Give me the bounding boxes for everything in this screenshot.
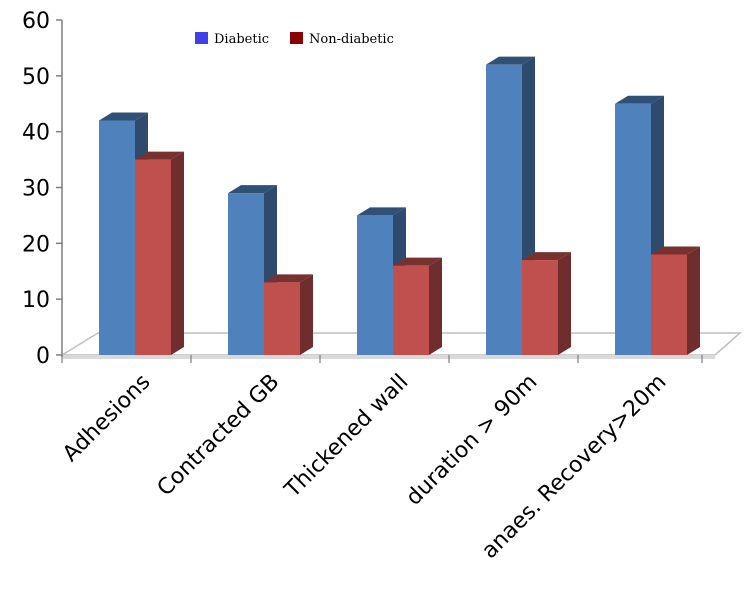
x-category-label: Contracted GB — [153, 370, 285, 502]
legend-label: Non-diabetic — [309, 32, 394, 47]
bar-non-diabetic-4 — [522, 252, 571, 355]
bar-non-diabetic-5 — [651, 246, 700, 355]
legend-item: Non-diabetic — [290, 32, 394, 47]
x-category-label: Thickened wall — [280, 370, 414, 504]
y-tick-label: 50 — [22, 65, 50, 90]
x-category-label: Adhesions — [58, 370, 155, 467]
legend-swatch — [195, 32, 208, 44]
y-tick-label: 40 — [22, 121, 50, 146]
bar-non-diabetic-1 — [135, 151, 184, 355]
legend-item: Diabetic — [195, 32, 269, 47]
bar-non-diabetic-2 — [264, 274, 313, 355]
y-tick-label: 0 — [36, 344, 50, 369]
chart-floor-edge — [62, 355, 715, 359]
bars-layer — [99, 56, 700, 356]
legend-swatch — [290, 32, 303, 44]
x-category-label: duration > 90m — [401, 370, 542, 511]
y-tick-label: 60 — [22, 9, 50, 34]
bar-non-diabetic-3 — [393, 257, 442, 355]
legend-label: Diabetic — [214, 32, 269, 47]
y-tick-label: 10 — [22, 288, 50, 313]
y-tick-label: 20 — [22, 232, 50, 257]
y-tick-label: 30 — [22, 177, 50, 202]
legend: Diabetic Non-diabetic — [195, 32, 394, 47]
